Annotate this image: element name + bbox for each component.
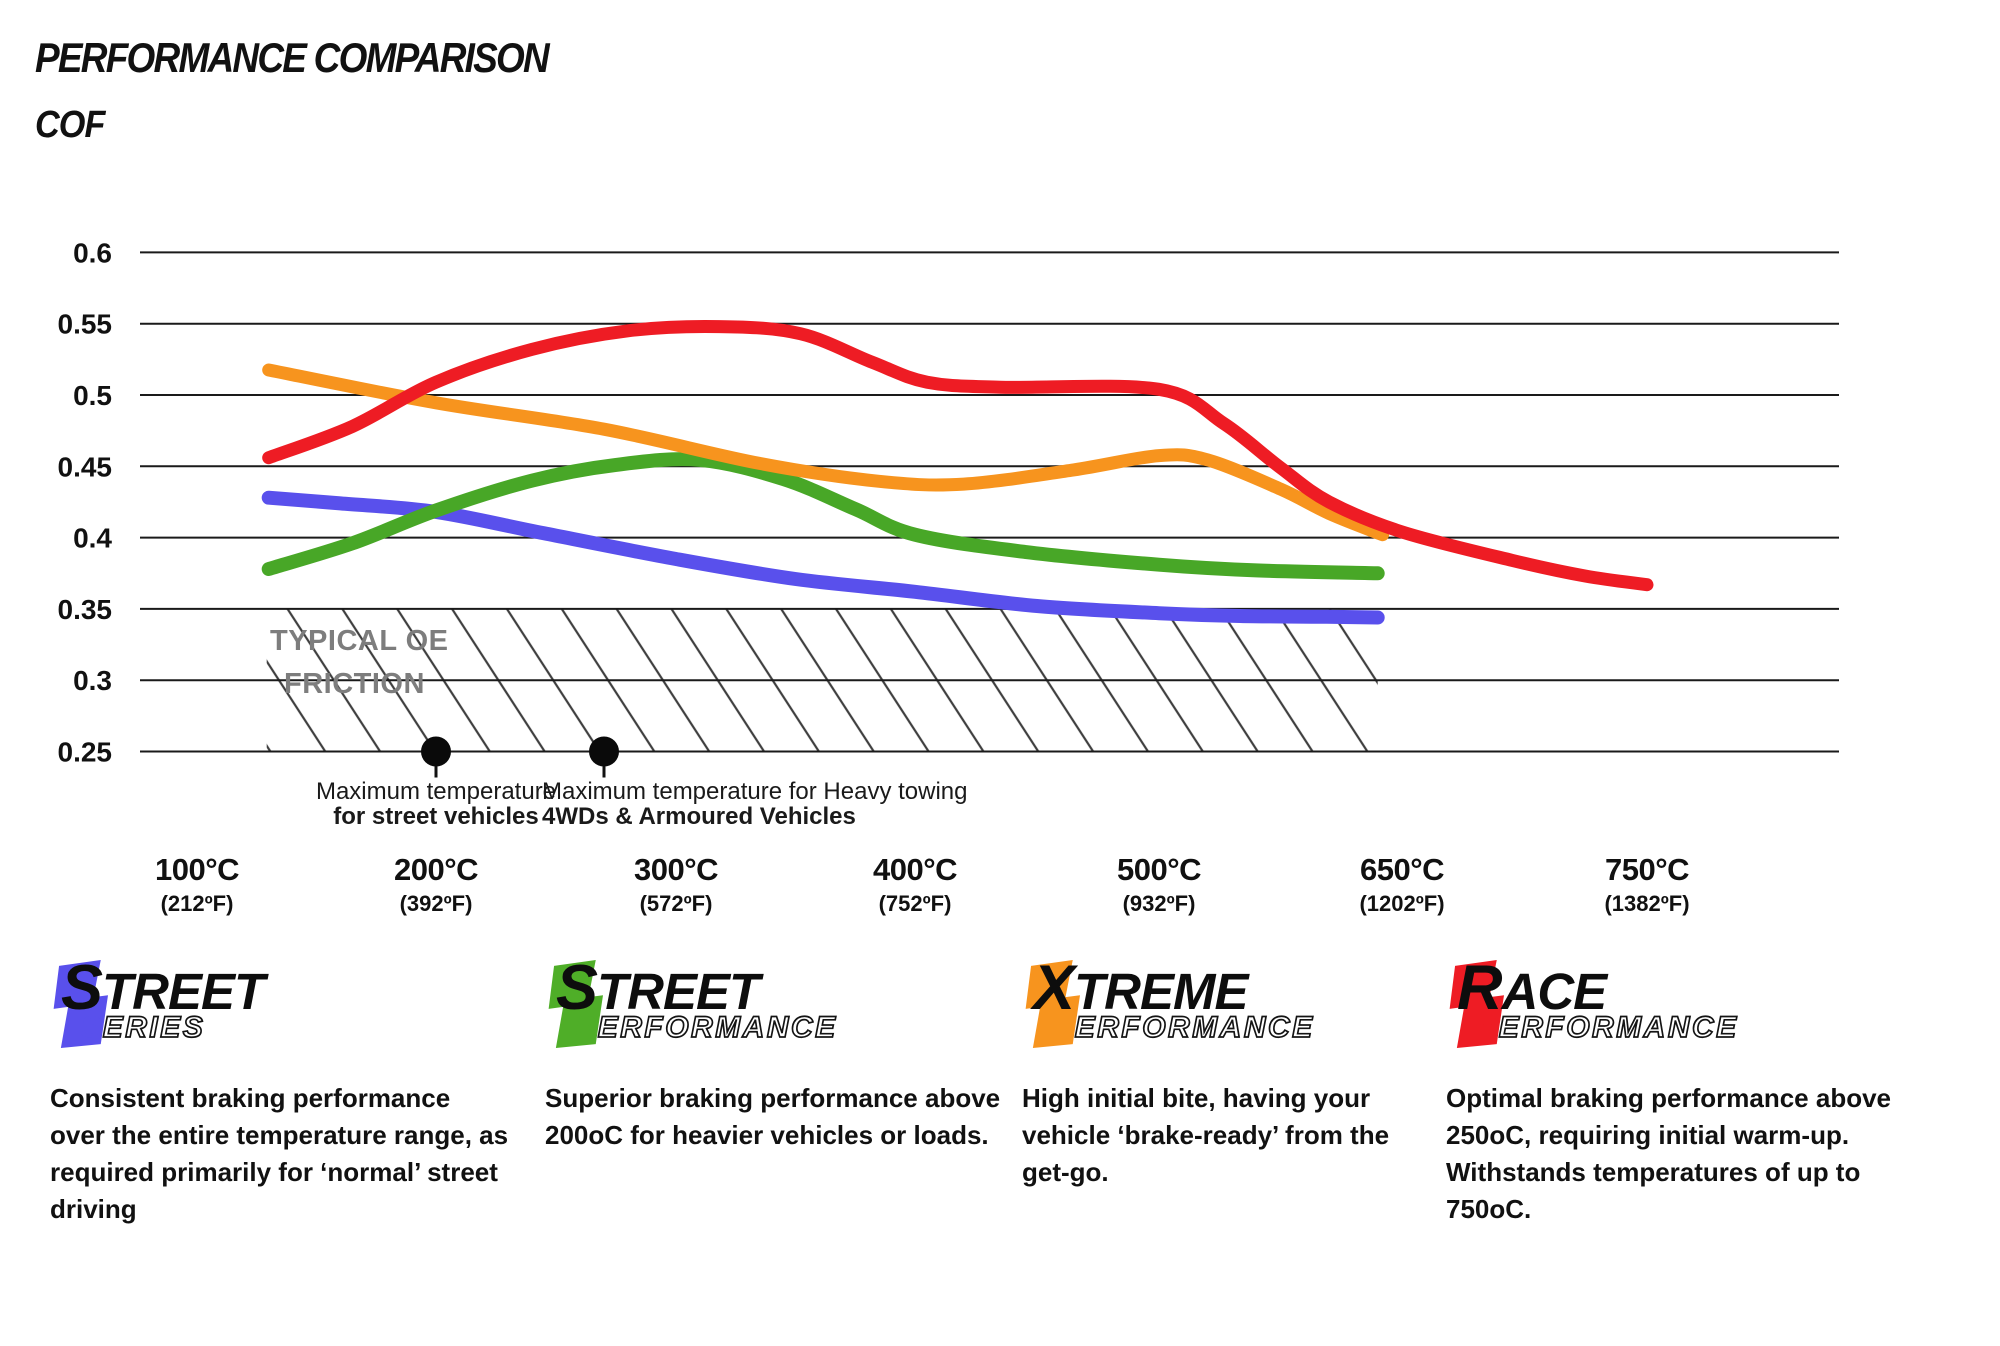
x-tick-650: 650°C (1202ºF) <box>1359 852 1444 917</box>
logo-word2-rest: ERFORMANCE <box>1074 1010 1315 1045</box>
x-tick-celsius: 400°C <box>872 852 958 887</box>
logo-sub-initial-letter: P <box>1476 1009 1499 1044</box>
logo-word2: PERFORMANCE <box>1476 1009 1739 1045</box>
curve-xtreme-performance <box>262 363 1390 542</box>
y-tick-label: 0.55 <box>58 309 113 340</box>
logo-word1: STREET <box>556 952 760 1024</box>
x-tick-fahrenheit: (752ºF) <box>878 891 952 916</box>
x-tick-celsius: 500°C <box>1116 852 1202 887</box>
x-tick-fahrenheit: (572ºF) <box>639 891 713 916</box>
x-tick-100: 100°C (212ºF) <box>154 852 240 917</box>
logo-word2: SERIES <box>80 1009 205 1045</box>
logo-initial-letter: S <box>556 953 598 1023</box>
annotation-text: Maximum temperature <box>315 778 557 805</box>
logo-word2: PERFORMANCE <box>575 1009 838 1045</box>
street-series-description: Consistent braking performance over the … <box>50 1083 509 1224</box>
x-tick-fahrenheit: (932ºF) <box>1122 891 1196 916</box>
x-tick-fahrenheit: (1382ºF) <box>1604 891 1690 916</box>
xtreme-performance-description: High initial bite, having your vehicle ‘… <box>1022 1083 1390 1187</box>
logo-word1-rest: TREME <box>1074 963 1248 1020</box>
annotation-text-bold: for street vehicles <box>333 803 539 830</box>
curve-race-performance <box>262 319 1654 592</box>
curve-street-performance <box>261 452 1385 581</box>
x-tick-celsius: 200°C <box>393 852 479 887</box>
oe-friction-zone-label: TYPICAL OE FRICTION <box>270 620 449 706</box>
street-performance-logo: STREET PERFORMANCE <box>545 953 1020 1066</box>
legend-street-series: STREET SERIES Consistent braking perform… <box>50 953 510 1228</box>
x-tick-200: 200°C (392ºF) <box>393 852 479 917</box>
y-tick-label: 0.5 <box>73 380 112 411</box>
x-tick-400: 400°C (752ºF) <box>872 852 958 917</box>
y-tick-label: 0.4 <box>73 523 112 554</box>
annotation-text-bold: 4WDs & Armoured Vehicles <box>542 803 856 830</box>
logo-word1-rest: TREET <box>102 963 265 1020</box>
logo-initial-letter: R <box>1457 953 1502 1023</box>
legend-street-performance: STREET PERFORMANCE Superior braking perf… <box>545 953 1020 1154</box>
y-tick-label: 0.45 <box>58 451 113 482</box>
annotation-max-temp-street: Maximum temperature for street vehicles <box>316 779 556 829</box>
logo-sub-initial-letter: S <box>80 1009 103 1044</box>
oe-zone-label-line2: FRICTION <box>284 668 425 700</box>
logo-initial-letter: X <box>1033 953 1075 1023</box>
xtreme-performance-logo: XTREME PERFORMANCE <box>1022 953 1422 1066</box>
x-tick-300: 300°C (572ºF) <box>633 852 719 917</box>
x-tick-fahrenheit: (392ºF) <box>399 891 473 916</box>
street-performance-description: Superior braking performance above 200oC… <box>545 1083 1001 1150</box>
y-tick-label: 0.3 <box>73 665 112 696</box>
oe-zone-label-line1: TYPICAL OE <box>270 625 449 657</box>
logo-word1: STREET <box>61 952 265 1024</box>
annotation-text: Maximum temperature for Heavy towing <box>542 778 968 805</box>
bolt-shape-icon <box>53 960 108 1048</box>
logo-word1: XTREME <box>1033 952 1249 1024</box>
bolt-shape-icon <box>1449 960 1504 1048</box>
x-tick-750: 750°C (1382ºF) <box>1604 852 1689 917</box>
annotation-max-temp-towing: Maximum temperature for Heavy towing 4WD… <box>542 779 967 829</box>
y-tick-label: 0.25 <box>58 737 113 768</box>
x-tick-celsius: 100°C <box>154 852 240 887</box>
race-performance-description: Optimal braking performance above 250oC,… <box>1446 1083 1892 1224</box>
x-tick-500: 500°C (932ºF) <box>1116 852 1202 917</box>
logo-sub-initial-letter: P <box>1052 1009 1075 1044</box>
max-temp-marker-2 <box>589 736 619 767</box>
logo-word1-rest: ACE <box>1501 963 1608 1020</box>
logo-word2-rest: ERIES <box>102 1010 206 1045</box>
y-axis-title: COF <box>35 104 105 146</box>
bolt-shape-icon <box>548 960 603 1048</box>
x-tick-celsius: 650°C <box>1359 852 1445 887</box>
x-tick-celsius: 300°C <box>633 852 719 887</box>
bolt-shape-icon <box>1025 960 1080 1048</box>
page-title: PERFORMANCE COMPARISON <box>35 34 550 81</box>
race-performance-logo: RACE PERFORMANCE <box>1446 953 1898 1066</box>
x-tick-fahrenheit: (1202ºF) <box>1359 891 1445 916</box>
logo-sub-initial-letter: P <box>575 1009 598 1044</box>
logo-initial-letter: S <box>61 953 103 1023</box>
legend-xtreme-performance: XTREME PERFORMANCE High initial bite, ha… <box>1022 953 1422 1191</box>
x-tick-celsius: 750°C <box>1604 852 1690 887</box>
logo-word2: PERFORMANCE <box>1052 1009 1315 1045</box>
max-temp-marker-1 <box>421 736 451 767</box>
legend-race-performance: RACE PERFORMANCE Optimal braking perform… <box>1446 953 1898 1228</box>
street-series-logo: STREET SERIES <box>50 953 510 1066</box>
logo-word2-rest: ERFORMANCE <box>1498 1010 1739 1045</box>
logo-word1: RACE <box>1457 952 1608 1024</box>
y-tick-label: 0.6 <box>73 237 112 268</box>
x-tick-fahrenheit: (212ºF) <box>160 891 234 916</box>
logo-word2-rest: ERFORMANCE <box>597 1010 838 1045</box>
y-tick-label: 0.35 <box>58 594 113 625</box>
logo-word1-rest: TREET <box>597 963 760 1020</box>
